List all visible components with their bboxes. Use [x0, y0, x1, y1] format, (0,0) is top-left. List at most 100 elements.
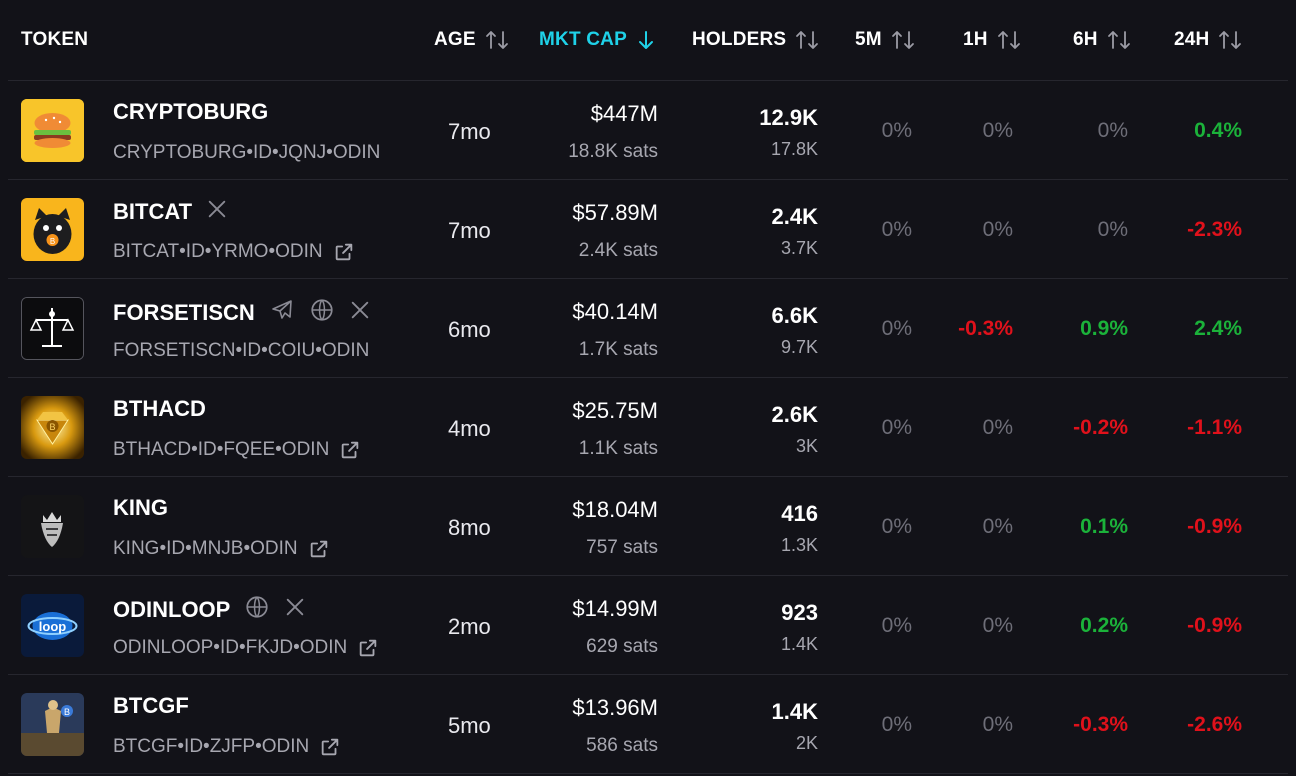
header-holders[interactable]: HOLDERS [692, 0, 820, 80]
change-1h: 0% [982, 713, 1013, 736]
token-name[interactable]: BTCGF [113, 693, 189, 718]
header-5m[interactable]: 5M [855, 0, 916, 80]
token-id: KING•ID•MNJB•ODIN [113, 538, 398, 560]
arrow-down-icon [635, 28, 657, 52]
change-6h: 0% [1097, 218, 1128, 241]
price-sats: 586 sats [586, 735, 658, 756]
token-id: ODINLOOP•ID•FKJD•ODIN [113, 637, 398, 659]
token-logo-king [21, 495, 84, 558]
external-link-icon[interactable] [339, 439, 361, 461]
token-name[interactable]: FORSETISCN [113, 297, 371, 329]
header-6h[interactable]: 6H [1073, 0, 1132, 80]
holders-secondary: 2K [795, 733, 818, 753]
change-24h: -0.9% [1187, 515, 1242, 538]
change-5m: 0% [881, 317, 912, 340]
change-1h: -0.3% [958, 317, 1013, 340]
header-24h[interactable]: 24H [1174, 0, 1243, 80]
price-sats: 1.1K sats [578, 438, 658, 459]
holders-count: 1.4K [771, 699, 818, 724]
external-link-icon[interactable] [357, 637, 379, 659]
change-24h: 0.4% [1194, 119, 1242, 142]
header-age[interactable]: AGE [434, 0, 510, 80]
token-age: 7mo [448, 218, 491, 243]
token-logo-cryptoburg [21, 99, 84, 162]
change-1h: 0% [982, 119, 1013, 142]
table-row[interactable]: loop ODINLOOP ODINLOOP•ID•FKJD•ODIN 2mo … [8, 576, 1288, 675]
token-logo-odinloop: loop [21, 594, 84, 657]
token-age: 2mo [448, 614, 491, 639]
token-id: BTCGF•ID•ZJFP•ODIN [113, 736, 398, 758]
change-5m: 0% [881, 614, 912, 637]
table-row[interactable]: B BITCAT BITCAT•ID•YRMO•ODIN 7mo $57.89M… [8, 180, 1288, 279]
market-cap: $57.89M [572, 200, 658, 225]
token-id: FORSETISCN•ID•COIU•ODIN [113, 340, 370, 361]
change-6h: 0.1% [1080, 515, 1128, 538]
token-logo-bthacd: B [21, 396, 84, 459]
x-icon[interactable] [206, 198, 228, 226]
telegram-icon[interactable] [269, 298, 295, 328]
market-cap: $13.96M [572, 695, 658, 720]
market-cap: $14.99M [572, 596, 658, 621]
table-row[interactable]: KING KING•ID•MNJB•ODIN 8mo $18.04M 757 s… [8, 477, 1288, 576]
change-24h: -1.1% [1187, 416, 1242, 439]
market-cap: $18.04M [572, 497, 658, 522]
change-5m: 0% [881, 515, 912, 538]
market-cap: $447M [590, 101, 658, 126]
market-cap: $40.14M [572, 299, 658, 324]
sort-icon [1217, 28, 1243, 52]
token-age: 4mo [448, 416, 491, 441]
token-id: BTHACD•ID•FQEE•ODIN [113, 439, 398, 461]
token-logo-bitcat: B [21, 198, 84, 261]
table-row[interactable]: B BTHACD BTHACD•ID•FQEE•ODIN 4mo $25.75M… [8, 378, 1288, 477]
token-name[interactable]: BTHACD [113, 396, 206, 421]
table-row[interactable]: FORSETISCN FORSETISCN•ID•COIU•ODIN 6mo $… [8, 279, 1288, 378]
token-age: 5mo [448, 713, 491, 738]
external-link-icon[interactable] [319, 736, 341, 758]
header-mkt-cap[interactable]: MKT CAP [539, 0, 657, 80]
external-link-icon[interactable] [308, 538, 330, 560]
change-6h: 0.9% [1080, 317, 1128, 340]
token-name[interactable]: BITCAT [113, 198, 228, 226]
token-age: 8mo [448, 515, 491, 540]
svg-text:B: B [50, 237, 55, 246]
external-link-icon[interactable] [333, 241, 355, 263]
change-5m: 0% [881, 713, 912, 736]
price-sats: 18.8K sats [568, 141, 658, 162]
globe-icon[interactable] [309, 297, 335, 329]
change-6h: -0.2% [1073, 416, 1128, 439]
token-name[interactable]: CRYPTOBURG [113, 99, 269, 124]
change-24h: -2.3% [1187, 218, 1242, 241]
token-name[interactable]: KING [113, 495, 168, 520]
holders-secondary: 1.4K [780, 634, 818, 654]
table-header: TOKEN AGE MKT CAP HOLDERS 5M 1H 6H 24H [8, 0, 1288, 81]
market-cap: $25.75M [572, 398, 658, 423]
token-age: 6mo [448, 317, 491, 342]
sort-icon [484, 28, 510, 52]
header-1h[interactable]: 1H [963, 0, 1022, 80]
holders-secondary: 1.3K [780, 535, 818, 555]
change-1h: 0% [982, 416, 1013, 439]
holders-secondary: 17.8K [770, 139, 818, 159]
change-24h: -2.6% [1187, 713, 1242, 736]
change-5m: 0% [881, 119, 912, 142]
holders-count: 2.6K [771, 402, 818, 427]
table-row[interactable]: B BTCGF BTCGF•ID•ZJFP•ODIN 5mo $13.96M 5… [8, 675, 1288, 774]
change-6h: 0.2% [1080, 614, 1128, 637]
svg-text:loop: loop [39, 619, 66, 634]
token-id: BITCAT•ID•YRMO•ODIN [113, 241, 398, 263]
x-icon[interactable] [284, 596, 306, 624]
token-id: CRYPTOBURG•ID•JQNJ•ODIN [113, 142, 381, 163]
sort-icon [1106, 28, 1132, 52]
token-logo-btcgf: B [21, 693, 84, 756]
holders-secondary: 3K [795, 436, 818, 456]
x-icon[interactable] [349, 299, 371, 327]
holders-count: 6.6K [771, 303, 818, 328]
holders-count: 2.4K [771, 204, 818, 229]
globe-icon[interactable] [244, 594, 270, 626]
price-sats: 1.7K sats [578, 339, 658, 360]
change-1h: 0% [982, 515, 1013, 538]
sort-icon [794, 28, 820, 52]
table-row[interactable]: CRYPTOBURG CRYPTOBURG•ID•JQNJ•ODIN 7mo $… [8, 81, 1288, 180]
token-name[interactable]: ODINLOOP [113, 594, 306, 626]
